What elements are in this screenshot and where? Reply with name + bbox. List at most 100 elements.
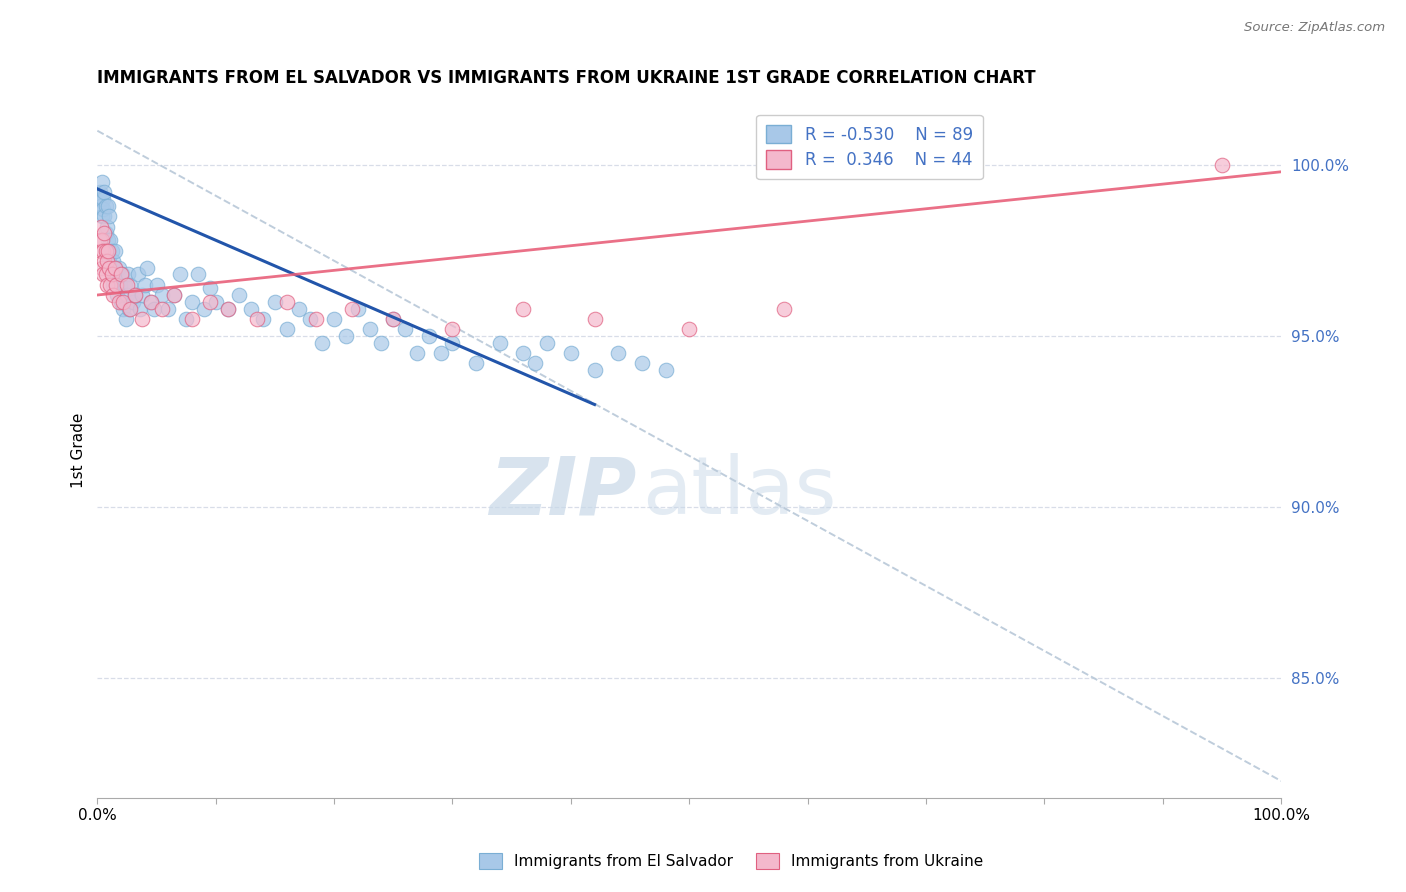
Point bbox=[97, 233, 120, 247]
Point bbox=[91, 233, 114, 247]
Text: IMMIGRANTS FROM EL SALVADOR VS IMMIGRANTS FROM UKRAINE 1ST GRADE CORRELATION CHA: IMMIGRANTS FROM EL SALVADOR VS IMMIGRANT… bbox=[97, 69, 1036, 87]
Point bbox=[287, 301, 309, 316]
Point bbox=[100, 260, 122, 275]
Point bbox=[217, 301, 239, 316]
Legend: R = -0.530    N = 89, R =  0.346    N = 44: R = -0.530 N = 89, R = 0.346 N = 44 bbox=[756, 115, 983, 179]
Point bbox=[117, 268, 139, 282]
Point bbox=[90, 192, 112, 206]
Point bbox=[100, 244, 122, 258]
Point bbox=[465, 356, 488, 370]
Point bbox=[340, 301, 363, 316]
Point bbox=[143, 301, 166, 316]
Point bbox=[100, 277, 122, 292]
Point bbox=[252, 312, 274, 326]
Point bbox=[163, 288, 186, 302]
Point bbox=[131, 312, 153, 326]
Point bbox=[101, 288, 124, 302]
Point bbox=[114, 277, 136, 292]
Point bbox=[100, 268, 122, 282]
Point bbox=[163, 288, 186, 302]
Point bbox=[93, 186, 115, 200]
Point bbox=[134, 277, 156, 292]
Point bbox=[89, 186, 111, 200]
Point bbox=[94, 227, 117, 241]
Point bbox=[93, 227, 115, 241]
Point bbox=[94, 268, 117, 282]
Point bbox=[120, 301, 142, 316]
Point bbox=[105, 277, 128, 292]
Point bbox=[169, 268, 191, 282]
Point bbox=[121, 294, 143, 309]
Point bbox=[583, 312, 606, 326]
Point bbox=[174, 312, 197, 326]
Point bbox=[112, 294, 135, 309]
Point bbox=[394, 322, 416, 336]
Point bbox=[139, 294, 162, 309]
Point bbox=[110, 294, 132, 309]
Point bbox=[90, 219, 112, 234]
Point bbox=[311, 335, 333, 350]
Text: Source: ZipAtlas.com: Source: ZipAtlas.com bbox=[1244, 21, 1385, 35]
Point bbox=[98, 209, 121, 223]
Legend: Immigrants from El Salvador, Immigrants from Ukraine: Immigrants from El Salvador, Immigrants … bbox=[472, 847, 990, 875]
Point bbox=[1211, 158, 1233, 172]
Point bbox=[96, 253, 118, 268]
Point bbox=[512, 301, 534, 316]
Point bbox=[631, 356, 654, 370]
Point bbox=[108, 277, 131, 292]
Point bbox=[217, 301, 239, 316]
Point bbox=[110, 268, 132, 282]
Point bbox=[90, 199, 112, 213]
Point bbox=[524, 356, 547, 370]
Point bbox=[157, 301, 180, 316]
Point bbox=[96, 244, 118, 258]
Point bbox=[97, 244, 120, 258]
Point bbox=[91, 209, 114, 223]
Point bbox=[198, 281, 221, 295]
Point bbox=[118, 301, 141, 316]
Point bbox=[131, 288, 153, 302]
Point bbox=[276, 322, 298, 336]
Point bbox=[101, 253, 124, 268]
Point bbox=[136, 260, 159, 275]
Point bbox=[115, 277, 138, 292]
Point bbox=[418, 329, 440, 343]
Point bbox=[228, 288, 250, 302]
Point bbox=[91, 244, 114, 258]
Point bbox=[678, 322, 700, 336]
Point bbox=[98, 253, 121, 268]
Point bbox=[93, 209, 115, 223]
Point bbox=[104, 244, 127, 258]
Point bbox=[429, 346, 451, 360]
Point bbox=[240, 301, 263, 316]
Point bbox=[124, 288, 146, 302]
Point bbox=[89, 233, 111, 247]
Point bbox=[323, 312, 346, 326]
Point bbox=[91, 260, 114, 275]
Point bbox=[276, 294, 298, 309]
Point bbox=[94, 244, 117, 258]
Point bbox=[96, 277, 118, 292]
Point bbox=[654, 363, 676, 377]
Point bbox=[91, 192, 114, 206]
Point bbox=[103, 268, 125, 282]
Point bbox=[346, 301, 368, 316]
Point bbox=[152, 288, 174, 302]
Point bbox=[104, 260, 127, 275]
Point bbox=[100, 268, 122, 282]
Point bbox=[115, 288, 138, 302]
Point bbox=[441, 322, 464, 336]
Point bbox=[187, 268, 209, 282]
Point bbox=[129, 301, 152, 316]
Point bbox=[607, 346, 630, 360]
Point bbox=[91, 268, 114, 282]
Point bbox=[91, 202, 114, 217]
Point bbox=[94, 199, 117, 213]
Point bbox=[105, 277, 128, 292]
Point bbox=[112, 301, 135, 316]
Point bbox=[198, 294, 221, 309]
Point bbox=[406, 346, 429, 360]
Point bbox=[370, 335, 392, 350]
Point bbox=[100, 233, 122, 247]
Point bbox=[181, 294, 204, 309]
